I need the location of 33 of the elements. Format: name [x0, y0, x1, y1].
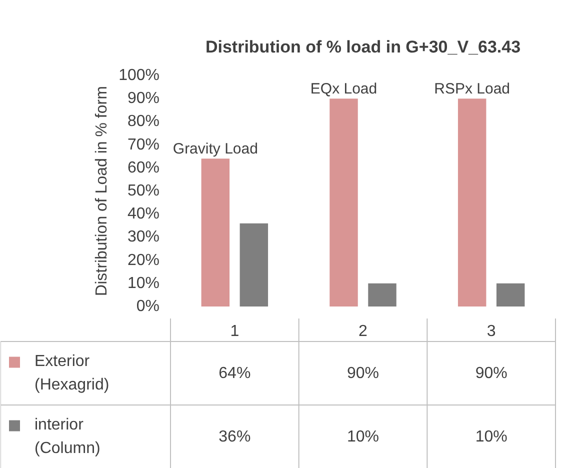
y-tick-label: 100%	[118, 67, 160, 84]
bar	[368, 283, 396, 306]
data-label: 10%	[346, 428, 380, 446]
x-tick-label: 2	[358, 323, 368, 340]
bar	[201, 158, 230, 306]
bar	[240, 223, 268, 306]
y-tick-label: 20%	[127, 252, 160, 269]
data-label: 90%	[346, 364, 380, 382]
bar	[496, 283, 525, 306]
data-label: 90%	[475, 364, 508, 382]
y-axis-title: Distribution of Load in % form	[94, 86, 111, 296]
data-label: 36%	[218, 428, 251, 446]
bar	[458, 98, 486, 306]
chart-title: Distribution of % load in G+30_V_63.43	[205, 38, 521, 56]
y-tick-label: 30%	[127, 228, 160, 246]
legend-label: Exterior (Hexagrid)	[34, 352, 110, 394]
data-label: 10%	[475, 428, 508, 446]
y-tick-label: 50%	[127, 182, 160, 200]
x-tick-label: 1	[230, 323, 240, 340]
annotation: EQx Load	[310, 80, 378, 98]
y-tick-label: 70%	[127, 136, 160, 154]
data-label: 64%	[218, 364, 251, 382]
y-tick-label: 90%	[127, 90, 160, 108]
annotation: RSPx Load	[434, 80, 510, 98]
y-tick-label: 80%	[127, 113, 160, 130]
y-tick-label: 60%	[127, 159, 160, 176]
annotation: Gravity Load	[172, 140, 258, 158]
y-tick-label: 10%	[127, 274, 160, 292]
legend-label: interior (Column)	[34, 416, 100, 458]
x-tick-label: 3	[486, 323, 496, 340]
y-tick-label: 40%	[127, 206, 160, 223]
y-tick-label: 0%	[136, 298, 160, 315]
bar	[330, 98, 358, 306]
